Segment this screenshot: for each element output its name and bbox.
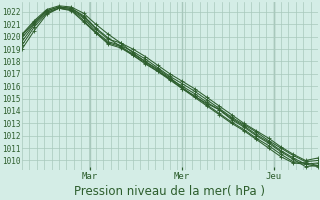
X-axis label: Pression niveau de la mer( hPa ): Pression niveau de la mer( hPa ) [75,185,266,198]
